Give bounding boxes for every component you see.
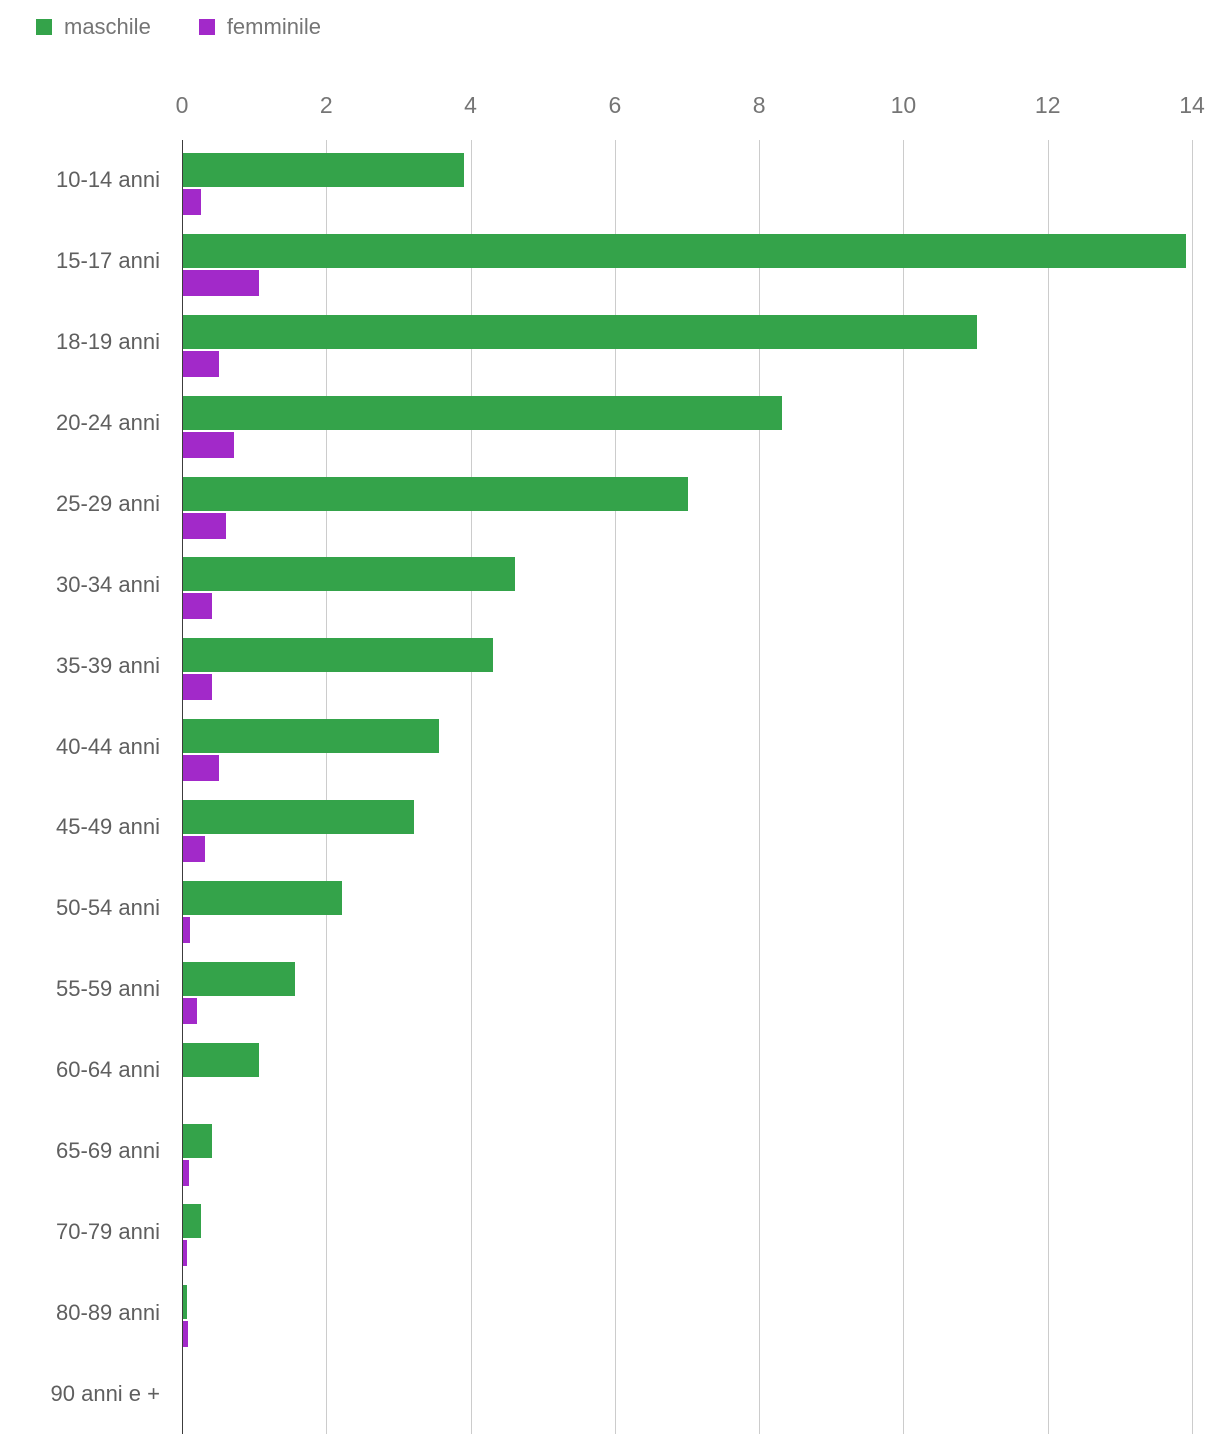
category-row: 70-79 anni (0, 1191, 1220, 1272)
bar-femminile (183, 1240, 187, 1267)
category-label: 45-49 anni (56, 814, 160, 840)
category-row: 40-44 anni (0, 706, 1220, 787)
bar-maschile (183, 719, 440, 754)
x-axis-tick-label: 0 (175, 92, 189, 118)
x-axis-tick-label: 2 (319, 92, 333, 118)
category-row: 30-34 anni (0, 544, 1220, 625)
gridline (1047, 140, 1049, 1434)
legend-label: maschile (64, 14, 151, 39)
category-row: 65-69 anni (0, 1111, 1220, 1192)
gridline (759, 140, 761, 1434)
bar-femminile (183, 512, 227, 539)
category-row: 90 anni e + (0, 1353, 1220, 1434)
category-row: 80-89 anni (0, 1272, 1220, 1353)
category-label: 35-39 anni (56, 652, 160, 678)
category-label: 55-59 anni (56, 976, 160, 1002)
category-row: 35-39 anni (0, 625, 1220, 706)
category-label: 50-54 anni (56, 895, 160, 921)
category-label: 90 anni e + (50, 1380, 160, 1406)
bar-maschile (183, 1285, 187, 1320)
legend-label: femminile (226, 14, 321, 39)
bar-maschile (183, 638, 494, 673)
y-axis-baseline (182, 140, 183, 1434)
bar-maschile (183, 557, 515, 592)
category-label: 60-64 anni (56, 1057, 160, 1083)
bar-femminile (183, 593, 212, 620)
bar-femminile (183, 997, 198, 1024)
x-axis-tick-label: 10 (890, 92, 917, 118)
category-row: 10-14 anni (0, 140, 1220, 221)
category-label: 18-19 anni (56, 329, 160, 355)
category-row: 18-19 anni (0, 302, 1220, 383)
legend-item-femminile: femminile (198, 14, 321, 40)
legend-item-maschile: maschile (36, 14, 151, 40)
bar-femminile (183, 189, 202, 215)
category-label: 30-34 anni (56, 571, 160, 597)
gridline (1192, 140, 1193, 1434)
category-row: 55-59 anni (0, 949, 1220, 1030)
category-row: 60-64 anni (0, 1030, 1220, 1111)
bar-maschile (183, 233, 1186, 268)
category-label: 40-44 anni (56, 733, 160, 759)
bar-femminile (183, 916, 191, 943)
x-axis-tick-label: 6 (608, 92, 622, 118)
gridline (903, 140, 905, 1434)
bar-femminile (183, 836, 205, 862)
category-row: 15-17 anni (0, 221, 1220, 302)
bar-maschile (183, 1204, 202, 1239)
bar-maschile (183, 1042, 259, 1077)
category-label: 70-79 anni (56, 1218, 160, 1244)
bar-femminile (183, 1159, 189, 1186)
bar-maschile (183, 314, 977, 349)
category-label: 15-17 anni (56, 248, 160, 274)
x-axis-tick-label: 12 (1034, 92, 1061, 118)
bar-femminile (183, 431, 234, 458)
gridline (614, 140, 616, 1434)
bar-maschile (183, 800, 414, 834)
maschile-swatch-icon (36, 19, 52, 35)
category-row: 25-29 anni (0, 464, 1220, 545)
x-axis-tick-label: 4 (464, 92, 477, 118)
chart-legend: maschile femminile (36, 14, 321, 40)
x-axis-tick-label: 8 (752, 92, 766, 118)
category-row: 50-54 anni (0, 868, 1220, 949)
bar-maschile (183, 476, 688, 511)
category-label: 65-69 anni (56, 1137, 160, 1163)
category-label: 80-89 anni (56, 1299, 160, 1325)
bar-femminile (183, 269, 259, 296)
gridline (470, 140, 472, 1434)
gridline (326, 140, 328, 1434)
bar-maschile (183, 1123, 212, 1158)
x-axis-tick-label: 14 (1179, 92, 1205, 118)
bar-maschile (183, 395, 782, 430)
category-row: 45-49 anni (0, 787, 1220, 868)
category-label: 20-24 anni (56, 410, 160, 436)
bar-maschile (183, 880, 342, 915)
bar-femminile (183, 350, 220, 377)
bar-femminile (183, 674, 212, 701)
category-label: 25-29 anni (56, 490, 160, 516)
bar-femminile (183, 1321, 189, 1348)
bar-maschile (183, 961, 295, 996)
category-row: 20-24 anni (0, 383, 1220, 464)
femminile-swatch-icon (198, 19, 215, 35)
category-label: 10-14 anni (56, 167, 160, 193)
bar-femminile (183, 755, 220, 782)
bar-maschile (183, 153, 465, 187)
